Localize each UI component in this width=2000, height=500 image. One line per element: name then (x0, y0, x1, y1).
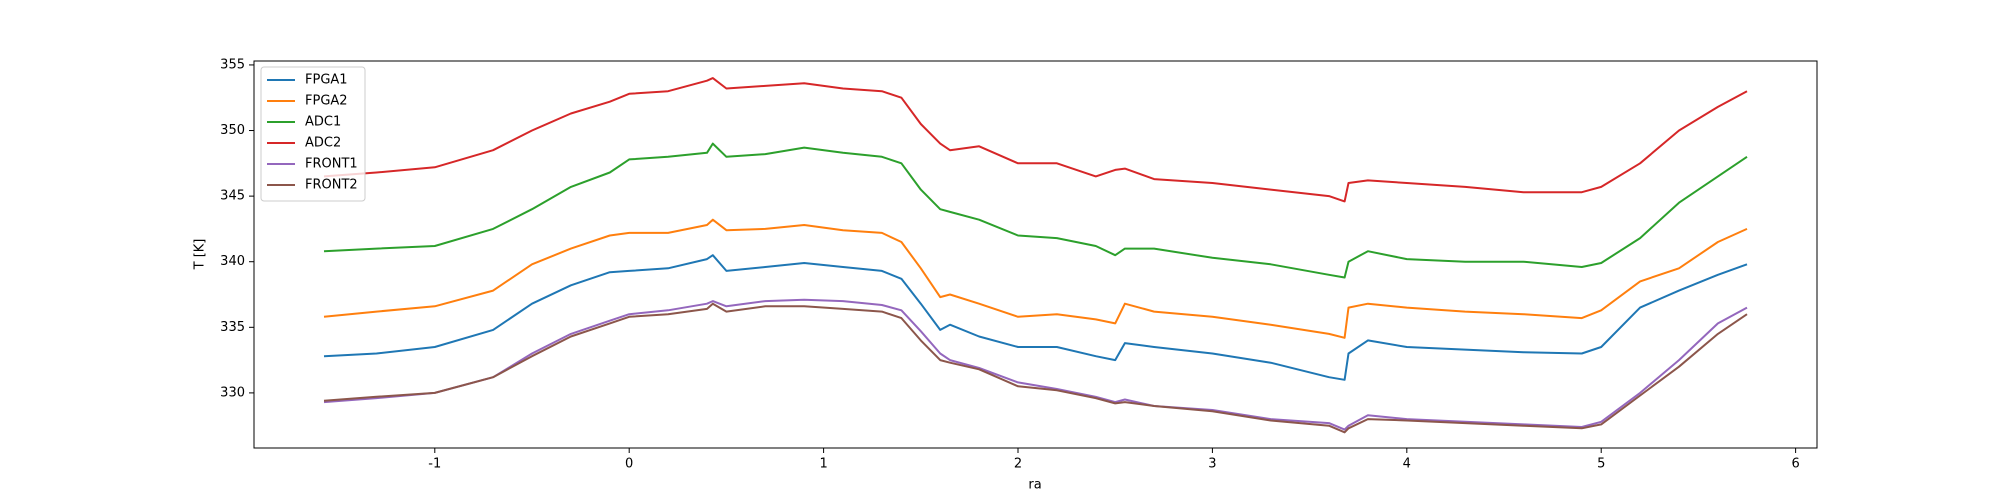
y-axis-label: T [K] (193, 239, 208, 271)
x-tick-label: 2 (1014, 457, 1022, 472)
legend-label: FPGA1 (305, 73, 348, 88)
x-tick-label: 1 (819, 457, 827, 472)
y-tick-label: 350 (220, 123, 245, 138)
series-line (323, 254, 1748, 381)
y-tick-label: 340 (220, 254, 245, 269)
legend-label: ADC1 (305, 115, 341, 130)
legend-label: FRONT1 (305, 157, 358, 172)
x-tick-label: 3 (1208, 457, 1216, 472)
y-tick-label: 330 (220, 385, 245, 400)
legend-label: FPGA2 (305, 94, 348, 109)
series-line (323, 302, 1748, 434)
x-tick-label: 5 (1597, 457, 1605, 472)
y-tick-label: 355 (220, 57, 245, 72)
x-tick-label: 4 (1403, 457, 1411, 472)
series-line (323, 298, 1748, 431)
x-axis-label: ra (1028, 478, 1041, 493)
y-tick-label: 345 (220, 189, 245, 204)
x-tick-label: 0 (625, 457, 633, 472)
x-tick-label: 6 (1791, 457, 1799, 472)
series-line (323, 142, 1748, 279)
legend-label: ADC2 (305, 136, 341, 151)
y-tick-label: 335 (220, 320, 245, 335)
series-line (323, 77, 1748, 203)
legend-label: FRONT2 (305, 178, 358, 193)
series-line (323, 218, 1748, 339)
plot-frame (253, 60, 1818, 449)
x-tick-label: -1 (428, 457, 441, 472)
